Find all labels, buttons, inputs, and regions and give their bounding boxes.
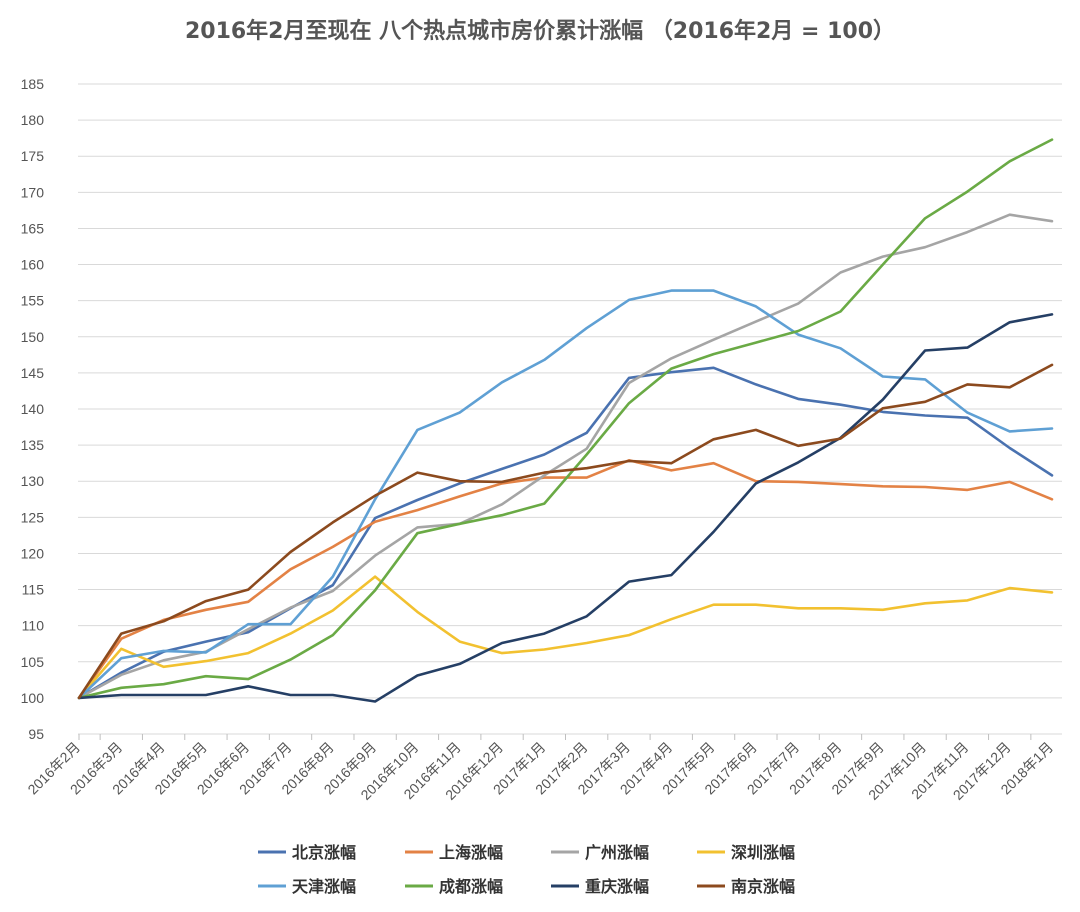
series-line-5 bbox=[77, 138, 1054, 700]
y-tick-label: 185 bbox=[21, 76, 45, 92]
legend-label: 深圳涨幅 bbox=[731, 843, 795, 862]
legend-label: 北京涨幅 bbox=[292, 843, 356, 862]
legend-label: 上海涨幅 bbox=[439, 843, 503, 862]
series-lines bbox=[77, 138, 1054, 703]
y-tick-label: 175 bbox=[21, 148, 45, 164]
series-line-6 bbox=[77, 313, 1054, 703]
y-tick-label: 145 bbox=[21, 365, 45, 381]
legend-label: 重庆涨幅 bbox=[585, 877, 649, 896]
series-line-3 bbox=[77, 575, 1054, 700]
y-tick-label: 140 bbox=[21, 401, 45, 417]
y-tick-label: 110 bbox=[22, 618, 45, 634]
y-tick-label: 125 bbox=[21, 509, 45, 525]
y-tick-label: 115 bbox=[22, 582, 45, 598]
y-tick-label: 95 bbox=[28, 726, 44, 742]
y-tick-label: 135 bbox=[21, 437, 45, 453]
y-tick-label: 170 bbox=[21, 184, 45, 200]
y-tick-label: 150 bbox=[21, 329, 45, 345]
y-tick-label: 100 bbox=[21, 690, 45, 706]
legend-label: 南京涨幅 bbox=[731, 877, 795, 896]
y-tick-label: 160 bbox=[21, 257, 45, 273]
series-line-7 bbox=[77, 363, 1054, 700]
series-line-0 bbox=[77, 366, 1054, 700]
y-tick-label: 155 bbox=[21, 293, 45, 309]
legend-label: 广州涨幅 bbox=[585, 843, 649, 862]
y-tick-label: 165 bbox=[21, 220, 45, 236]
y-tick-label: 120 bbox=[21, 545, 45, 561]
y-tick-label: 130 bbox=[21, 473, 45, 489]
series-line-4 bbox=[77, 289, 1054, 700]
y-tick-label: 105 bbox=[21, 654, 45, 670]
y-tick-label: 180 bbox=[21, 112, 45, 128]
chart-title: 2016年2月至现在 八个热点城市房价累计涨幅 （2016年2月 = 100） bbox=[185, 18, 895, 44]
legend-label: 天津涨幅 bbox=[292, 877, 356, 896]
gridlines bbox=[78, 83, 1062, 735]
legend-label: 成都涨幅 bbox=[439, 877, 503, 896]
